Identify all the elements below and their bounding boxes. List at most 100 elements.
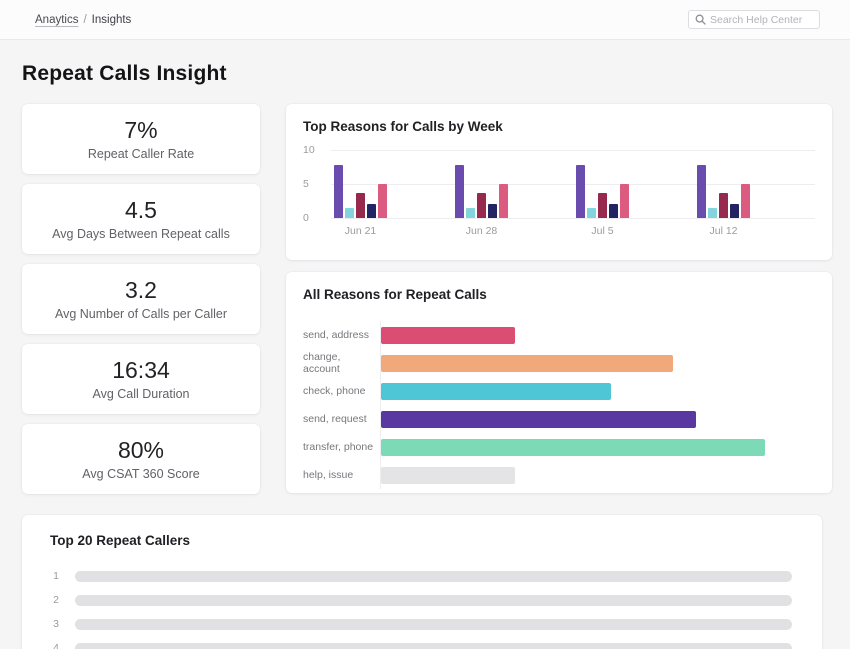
- kpi-label: Avg Call Duration: [92, 387, 190, 401]
- reason-label: change, account: [303, 351, 341, 375]
- reason-bar-send: [381, 326, 516, 344]
- gridline: [331, 184, 815, 185]
- reason-bar-track: [380, 321, 815, 349]
- kpi-card-repeat-caller-rate: 7% Repeat Caller Rate: [22, 104, 260, 174]
- breadcrumb-current: Insights: [91, 13, 132, 26]
- y-tick-label: 5: [303, 178, 309, 190]
- row-placeholder-bar: [75, 618, 792, 630]
- page-title: Repeat Calls Insight: [22, 62, 227, 85]
- bar-reason-2: [708, 207, 717, 218]
- kpi-label: Repeat Caller Rate: [87, 147, 195, 161]
- x-tick-label: Jun 28: [452, 225, 573, 237]
- top-repeat-callers-card: Top 20 Repeat Callers 12345: [22, 515, 822, 649]
- x-tick-text: Jun 28: [465, 225, 498, 237]
- bar-reason-3: [356, 192, 365, 218]
- gridline: [331, 218, 815, 219]
- help-center-search[interactable]: [688, 10, 820, 29]
- section-title: Top 20 Repeat Callers: [50, 533, 191, 548]
- kpi-card-avg-call-duration: 16:34 Avg Call Duration: [22, 344, 260, 414]
- reason-label: send, request: [303, 413, 367, 425]
- reason-label: send, address: [303, 329, 369, 341]
- breadcrumb: Anaytics / Insights: [35, 14, 131, 26]
- search-icon: [695, 14, 706, 25]
- kpi-value: 16:34: [112, 357, 170, 383]
- kpi-card-avg-csat-score: 80% Avg CSAT 360 Score: [22, 424, 260, 494]
- reason-bar-track: [380, 405, 815, 433]
- reason-row: send, request: [303, 405, 815, 433]
- reason-row: change, account: [303, 349, 815, 377]
- y-tick-label: 0: [303, 212, 309, 224]
- bar-reason-4: [730, 204, 739, 218]
- breadcrumb-analytics-link[interactable]: Anaytics: [35, 13, 79, 26]
- bar-group-jun-28: [452, 150, 573, 218]
- kpi-card-avg-calls-per-caller: 3.2 Avg Number of Calls per Caller: [22, 264, 260, 334]
- bar-reason-5: [378, 184, 387, 218]
- bar-reason-4: [609, 204, 618, 218]
- reason-label: check, phone: [303, 385, 366, 397]
- x-tick-label: Jul 5: [573, 225, 694, 237]
- reason-row: send, address: [303, 321, 815, 349]
- kpi-label: Avg Number of Calls per Caller: [54, 307, 228, 321]
- kpi-card-avg-days-between: 4.5 Avg Days Between Repeat calls: [22, 184, 260, 254]
- bar-reason-5: [620, 184, 629, 218]
- kpi-value: 3.2: [125, 277, 157, 303]
- table-row: 3: [50, 612, 792, 636]
- bar-group-jul-12: [694, 150, 815, 218]
- row-number: 1: [53, 570, 59, 582]
- reason-bar-send: [381, 410, 696, 428]
- bar-reason-1: [697, 164, 706, 218]
- x-tick-text: Jul 12: [709, 225, 738, 237]
- y-axis: 10 5 0: [303, 144, 331, 224]
- y-tick-label: 10: [303, 144, 315, 156]
- bar-reason-3: [477, 192, 486, 218]
- bar-reason-3: [719, 192, 728, 218]
- bar-reason-5: [499, 184, 508, 218]
- table-row: 1: [50, 564, 792, 588]
- x-tick-label: Jul 12: [694, 225, 815, 237]
- plot-area: [331, 150, 815, 219]
- weekly-bar-chart: 10 5 0: [303, 144, 815, 224]
- all-reasons-chart-card: All Reasons for Repeat Calls send, addre…: [286, 272, 832, 493]
- row-number: 4: [53, 642, 59, 649]
- kpi-value: 4.5: [125, 197, 157, 223]
- main-content: Repeat Calls Insight 7% Repeat Caller Ra…: [0, 40, 850, 649]
- x-axis-labels: Jun 21 Jun 28 Jul 5 Jul 12: [331, 225, 815, 237]
- reason-row: help, issue: [303, 461, 815, 489]
- reason-row: transfer, phone: [303, 433, 815, 461]
- reason-label: help, issue: [303, 469, 354, 481]
- bar-reason-4: [488, 204, 497, 218]
- kpi-column: 7% Repeat Caller Rate 4.5 Avg Days Betwe…: [22, 104, 260, 504]
- reason-row: check, phone: [303, 377, 815, 405]
- bar-reason-2: [466, 207, 475, 218]
- gridline: [331, 150, 815, 151]
- row-placeholder-bar: [75, 594, 792, 606]
- table-row: 4: [50, 636, 792, 649]
- reason-bar-check: [381, 382, 612, 400]
- row-placeholder-bar: [75, 642, 792, 649]
- reason-bar-track: [380, 433, 815, 461]
- bar-group-jul-5: [573, 150, 694, 218]
- chart-title: Top Reasons for Calls by Week: [303, 119, 503, 134]
- bar-reason-4: [367, 204, 376, 218]
- charts-column: Top Reasons for Calls by Week 10 5 0 Jun 2…: [286, 104, 832, 504]
- bar-reason-1: [576, 164, 585, 218]
- bar-group-jun-21: [331, 150, 452, 218]
- bar-reason-2: [345, 207, 354, 218]
- search-input[interactable]: [710, 13, 813, 26]
- bar-reason-2: [587, 207, 596, 218]
- x-tick-label: Jun 21: [331, 225, 452, 237]
- x-tick-text: Jul 5: [591, 225, 614, 237]
- bar-reason-3: [598, 192, 607, 218]
- kpi-value: 80%: [117, 437, 165, 463]
- callers-table: 12345: [50, 564, 792, 649]
- bar-reason-1: [455, 164, 464, 218]
- bar-groups: [331, 150, 815, 218]
- reason-bar-track: [380, 377, 815, 405]
- kpi-label: Avg Days Between Repeat calls: [52, 227, 230, 241]
- bar-reason-1: [334, 164, 343, 218]
- kpi-value: 7%: [124, 117, 158, 143]
- row-number: 3: [53, 618, 59, 630]
- chart-title: All Reasons for Repeat Calls: [303, 287, 487, 302]
- reason-bar-change: [381, 354, 673, 372]
- reason-bar-track: [380, 461, 815, 489]
